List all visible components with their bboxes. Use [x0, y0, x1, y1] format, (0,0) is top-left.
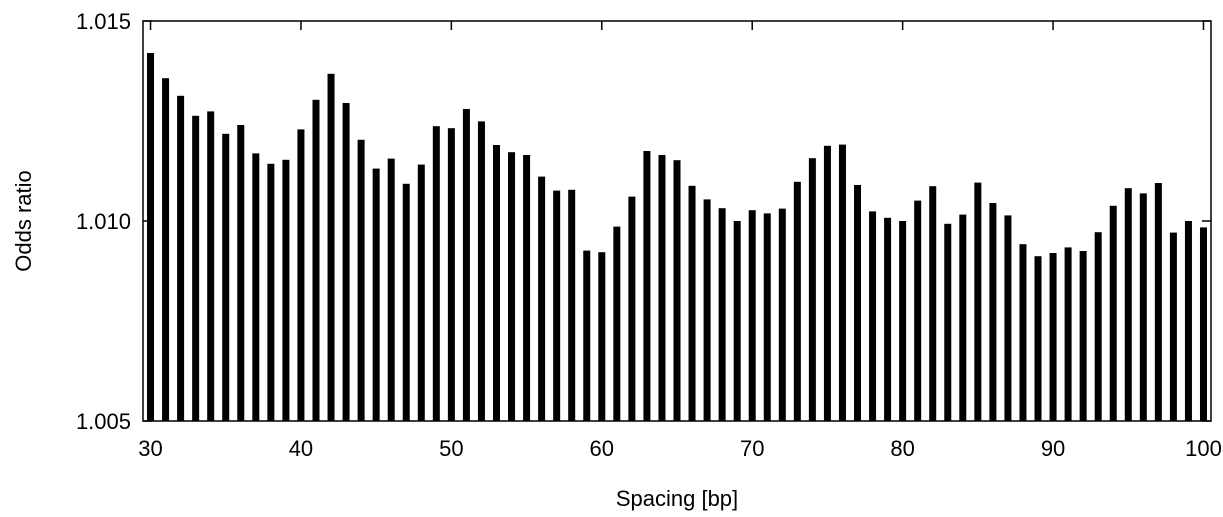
bar-spacing-36: [237, 125, 245, 421]
bar-spacing-79: [884, 217, 892, 421]
bar-spacing-55: [523, 155, 531, 421]
bar-spacing-70: [748, 210, 756, 421]
bar-spacing-94: [1109, 205, 1117, 421]
bar-spacing-57: [553, 190, 561, 421]
y-tick-label-2: 1.015: [76, 9, 131, 34]
bar-spacing-89: [1034, 256, 1042, 421]
bar-spacing-64: [658, 155, 666, 421]
y-tick-label-1: 1.010: [76, 209, 131, 234]
x-tick-label-30: 30: [138, 436, 162, 461]
bar-spacing-95: [1124, 188, 1132, 421]
y-tick-label-0: 1.005: [76, 409, 131, 434]
bar-spacing-96: [1139, 193, 1147, 421]
bar-spacing-38: [267, 163, 275, 422]
bar-spacing-56: [538, 176, 546, 421]
bar-spacing-82: [929, 186, 937, 421]
bar-spacing-33: [192, 115, 200, 422]
bar-spacing-67: [703, 199, 711, 421]
bar-spacing-46: [387, 158, 395, 421]
bar-spacing-71: [763, 213, 771, 421]
bar-spacing-62: [628, 196, 636, 421]
bar-spacing-35: [222, 133, 230, 422]
bar-spacing-43: [342, 103, 350, 421]
bar-spacing-98: [1169, 232, 1177, 421]
bar-spacing-34: [207, 111, 215, 422]
bar-spacing-30: [147, 53, 155, 421]
bar-spacing-78: [869, 211, 877, 421]
bar-spacing-69: [733, 221, 741, 421]
bar-spacing-72: [778, 208, 786, 421]
plot-frame: [142, 20, 1212, 422]
bar-spacing-41: [312, 99, 320, 422]
bar-spacing-73: [793, 181, 801, 421]
bar-spacing-93: [1094, 232, 1102, 421]
bar-spacing-65: [673, 160, 681, 421]
bar-spacing-45: [372, 168, 380, 421]
x-tick-label-80: 80: [890, 436, 914, 461]
x-tick-label-40: 40: [289, 436, 313, 461]
bar-spacing-31: [162, 78, 170, 421]
bar-spacing-86: [989, 203, 997, 421]
bar-spacing-92: [1079, 251, 1087, 421]
bar-spacing-53: [492, 145, 500, 421]
bar-spacing-75: [823, 145, 831, 422]
bar-spacing-99: [1184, 221, 1192, 421]
bar-spacing-68: [718, 208, 726, 421]
bar-spacing-91: [1064, 247, 1072, 421]
bar-spacing-77: [854, 185, 862, 421]
bar-spacing-54: [508, 152, 516, 421]
bar-spacing-42: [327, 73, 335, 422]
bar-spacing-32: [177, 95, 185, 422]
bar-spacing-59: [583, 250, 591, 421]
bar-spacing-100: [1199, 227, 1207, 421]
bar-spacing-83: [944, 223, 952, 421]
bar-spacing-37: [252, 153, 260, 421]
bar-spacing-81: [914, 200, 922, 421]
bar-spacing-74: [808, 158, 816, 421]
bar-spacing-44: [357, 139, 365, 422]
bar-spacing-97: [1154, 183, 1162, 421]
bar-spacing-85: [974, 182, 982, 421]
bar-spacing-60: [598, 252, 606, 421]
bar-spacing-61: [613, 226, 621, 421]
bar-spacing-66: [688, 185, 696, 421]
bar-spacing-80: [899, 221, 907, 421]
x-tick-label-100: 100: [1185, 436, 1222, 461]
y-axis-label: Odds ratio: [11, 170, 36, 272]
bar-spacing-88: [1019, 244, 1027, 421]
bar-spacing-50: [447, 128, 455, 421]
x-tick-label-60: 60: [590, 436, 614, 461]
tick-labels-group: 30 40 50 60 70 80 90 100 1.005 1.010 1.015: [76, 9, 1222, 461]
bar-spacing-51: [462, 109, 470, 421]
bar-spacing-58: [568, 189, 576, 421]
bar-spacing-87: [1004, 215, 1012, 421]
bar-spacing-76: [838, 144, 846, 421]
bars-group: [147, 53, 1207, 422]
x-axis-label: Spacing [bp]: [616, 486, 738, 511]
x-tick-label-70: 70: [740, 436, 764, 461]
bar-spacing-84: [959, 214, 967, 421]
x-tick-label-90: 90: [1041, 436, 1065, 461]
bar-spacing-40: [297, 129, 305, 421]
bar-spacing-63: [643, 151, 651, 421]
x-tick-label-50: 50: [439, 436, 463, 461]
bar-spacing-47: [402, 183, 410, 421]
bar-spacing-39: [282, 159, 290, 422]
bar-spacing-49: [432, 126, 440, 421]
bar-spacing-52: [477, 121, 485, 422]
bar-spacing-90: [1049, 253, 1057, 421]
bar-spacing-48: [417, 164, 425, 421]
